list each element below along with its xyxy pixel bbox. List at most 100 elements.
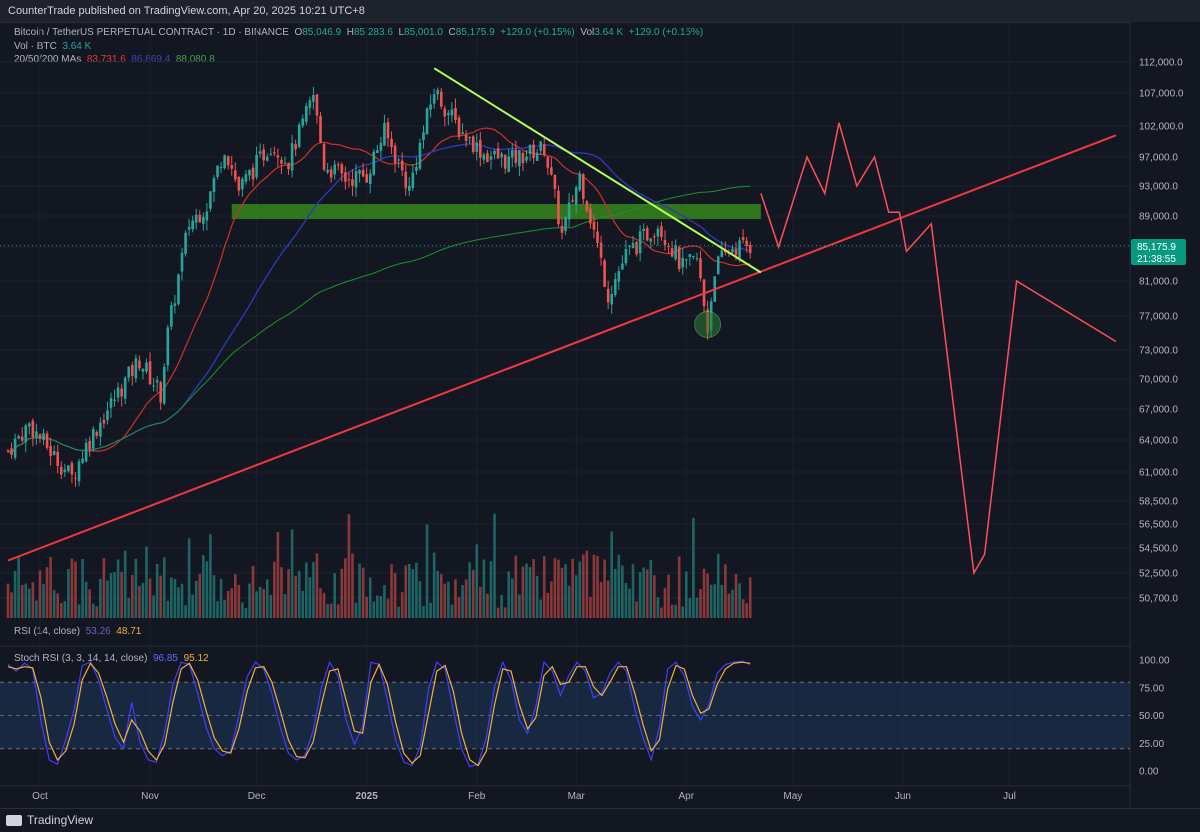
volume-bar [113,572,116,618]
symbol-name[interactable]: Bitcoin / TetherUS PERPETUAL CONTRACT · … [14,27,289,38]
volume-bar [301,590,305,618]
candle-body [450,109,454,116]
stoch-label[interactable]: Stoch RSI (3, 3, 14, 14, close) [14,653,148,664]
volume-bar [191,594,194,618]
candle-body [454,107,457,120]
candle-body [301,118,305,126]
volume-bar [606,580,610,618]
volume-bar [418,581,422,618]
volume-bar [28,588,31,618]
candle-body [322,144,326,170]
vol-btc-label[interactable]: Vol · BTC [14,41,57,52]
low-label: L [398,27,405,38]
candle-body [95,431,99,436]
volume-bar [120,571,123,618]
candle-body [56,451,60,466]
volume-bar [205,561,209,618]
candle-body [152,385,155,387]
candle-body [422,132,425,141]
volume-bar [525,563,528,618]
price-tag-value: 85,175.9 [1137,242,1176,253]
candle-body [724,250,727,253]
volume-bar [315,553,319,618]
candle-body [439,91,443,107]
rsi-label[interactable]: RSI (14, close) [14,626,81,637]
candle-body [475,142,479,153]
candle-body [17,436,20,439]
candle-body [255,154,258,178]
volume-bar [464,579,468,618]
volume-bar [397,606,400,618]
volume-bar [290,529,294,618]
volume-bar [312,562,315,618]
close-value: 85,175.9 [455,27,495,38]
candle-body [24,425,28,443]
volume-bar [376,595,379,618]
candle-body [376,150,379,154]
volume-bar [202,555,205,618]
candle-body [99,422,102,437]
candle-body [532,144,535,158]
volume-bar [642,567,645,618]
highlight-circle [694,311,722,338]
candle-body [482,154,486,160]
volume-bar [265,579,269,618]
candle-body [319,115,322,143]
falling-trendline [433,67,762,274]
candle-body [667,245,670,248]
volume-bar [273,561,276,618]
candle-body [642,228,645,231]
volume-bar [280,567,283,618]
tradingview-logo-icon [6,814,22,826]
price-axis-tick: 61,000.0 [1139,468,1178,479]
candle-body [546,156,550,168]
volume-bar [35,600,38,618]
volume-bar [645,569,649,618]
candle-body [347,179,351,181]
candle-body [226,156,230,166]
candle-body [617,271,621,282]
candle-body [35,431,38,439]
candle-body [91,429,95,449]
candle-body [202,216,205,224]
candle-body [6,450,10,452]
candle-body [184,232,187,255]
volume-bar [475,544,479,618]
candle-body [379,142,383,151]
candle-body [180,252,184,272]
volume-bar [17,556,20,618]
volume-bar [720,584,724,618]
volume-bar [400,591,404,618]
volume-bar [454,579,457,618]
volume-bar [24,583,28,618]
candle-body [162,366,166,404]
low-value: 85,001.0 [404,27,443,38]
candle-body [457,117,461,137]
candle-body [514,149,518,163]
price-axis-tick: 77,000.0 [1139,312,1178,323]
volume-bar [727,593,731,618]
volume-bar [578,561,582,618]
volume-bar [706,573,709,618]
volume-bar [223,599,226,618]
volume-bar [443,583,447,618]
volume-bar [269,594,273,618]
ma200-line [7,185,751,454]
volume-bar [319,588,322,618]
volume-bar [134,558,138,618]
candle-body [138,360,141,369]
volume-bar [617,554,621,618]
candle-body [699,258,702,279]
volume-bar [38,570,42,618]
rsi-value: 53.26 [85,626,111,637]
stoch-axis-tick: 0.00 [1139,767,1159,778]
candle-body [173,303,177,306]
volume-bar [439,573,443,618]
volume-bar [31,582,35,618]
ma-label[interactable]: 20/50/200 MAs [14,54,82,65]
volume-bar [45,567,49,618]
currency-selector[interactable]: USDT [1136,25,1192,43]
tradingview-logo[interactable]: TradingView [6,813,93,827]
candle-body [10,448,13,455]
price-tag-countdown: 21:38:55 [1137,254,1176,265]
